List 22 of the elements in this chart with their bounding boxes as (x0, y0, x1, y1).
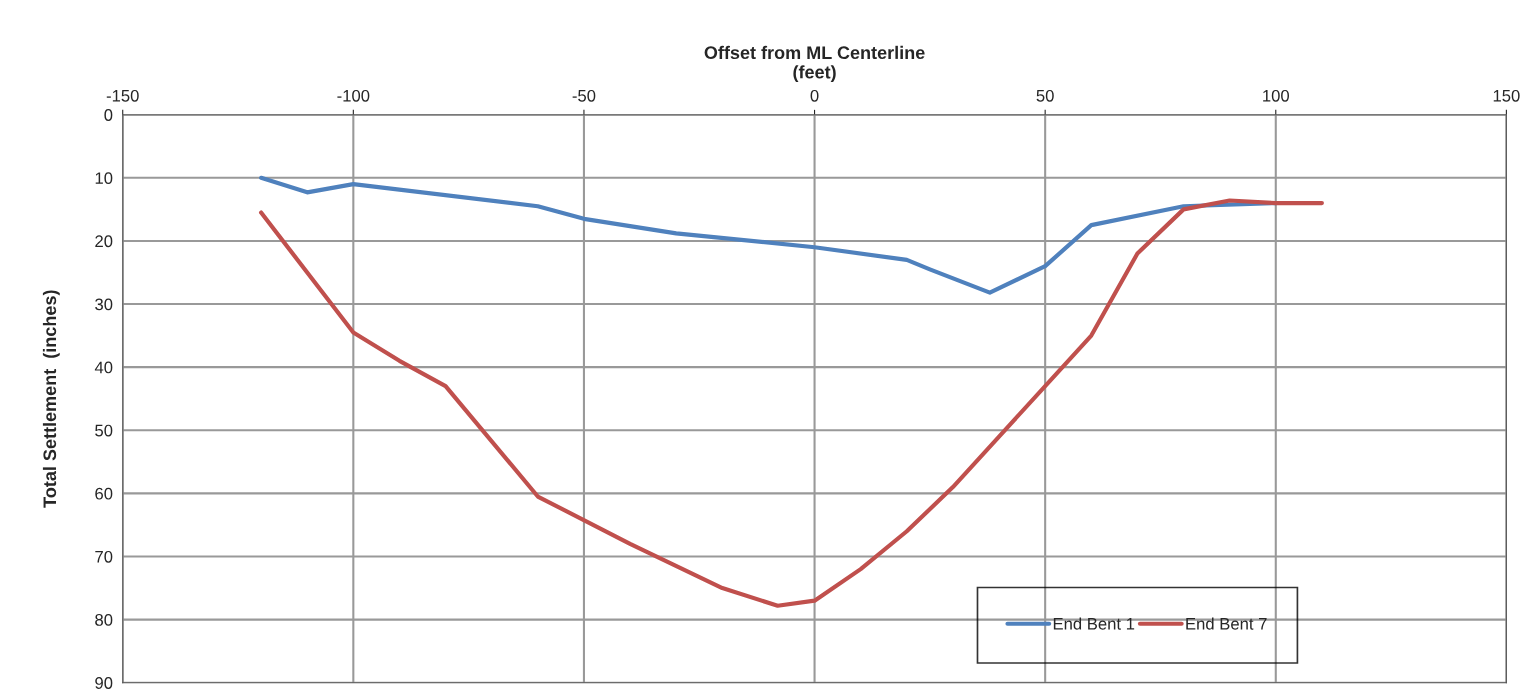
y-tick-label: 10 (95, 172, 113, 185)
x-tick-label: 150 (1493, 89, 1520, 102)
y-tick-label: 70 (95, 550, 113, 563)
y-tick-label: 20 (95, 235, 113, 248)
x-tick-label: -100 (337, 89, 370, 102)
legend-label: End Bent 7 (1186, 617, 1267, 630)
y-tick-label: 30 (95, 298, 113, 311)
y-tick-label: 90 (95, 677, 113, 689)
line-series (259, 198, 1324, 608)
y-tick-label: 0 (104, 109, 113, 121)
y-axis-title: Total Settlement (inches) (42, 290, 60, 508)
y-tick-label: 60 (95, 487, 113, 500)
x-tick-label: 50 (1036, 89, 1054, 102)
x-tick-label: 100 (1263, 89, 1290, 102)
y-tick-label: 40 (94, 361, 113, 374)
x-tick-label: 0 (810, 89, 819, 102)
legend-label: End Bent 1 (1053, 617, 1135, 630)
y-tick-label: 80 (95, 614, 113, 626)
x-tick-label: -50 (572, 89, 596, 102)
x-tick-label: -150 (106, 89, 139, 102)
y-tick-label: 50 (95, 424, 113, 437)
x-axis-title: Offset from ML Centerline (feet) (704, 45, 925, 83)
